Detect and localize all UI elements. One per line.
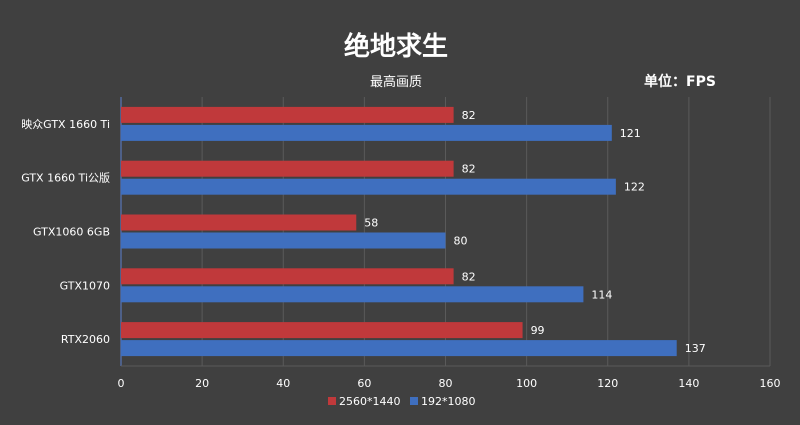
bar: [121, 340, 677, 357]
chart-subtitle: 最高画质: [370, 74, 422, 90]
legend-label: 2560*1440: [339, 395, 401, 408]
category-label: 映众GTX 1660 Ti: [21, 118, 110, 131]
bar: [121, 160, 454, 177]
bar: [121, 178, 616, 195]
bar: [121, 214, 357, 231]
x-tick-label: 60: [357, 377, 371, 390]
category-label: GTX 1660 Ti公版: [21, 171, 110, 185]
bar: [121, 322, 523, 339]
x-tick-label: 80: [439, 377, 453, 390]
x-tick-label: 0: [118, 377, 125, 390]
legend-swatch: [410, 397, 418, 405]
bar: [121, 232, 446, 249]
data-label: 82: [462, 270, 476, 283]
data-label: 58: [364, 217, 378, 230]
legend-swatch: [328, 397, 336, 405]
bar: [121, 286, 584, 303]
category-label: GTX1060 6GB: [33, 226, 110, 239]
data-label: 82: [462, 163, 476, 176]
legend-label: 192*1080: [421, 395, 476, 408]
data-label: 80: [454, 235, 468, 248]
data-label: 114: [591, 288, 612, 301]
bar: [121, 106, 454, 123]
unit-label: 单位：FPS: [644, 73, 716, 90]
data-label: 121: [620, 127, 641, 140]
data-label: 99: [531, 324, 545, 337]
x-tick-label: 160: [760, 377, 781, 390]
bar: [121, 124, 612, 141]
bar: [121, 268, 454, 285]
x-tick-label: 100: [516, 377, 537, 390]
data-label: 137: [685, 342, 706, 355]
category-label: GTX1070: [60, 279, 110, 292]
x-tick-label: 140: [678, 377, 699, 390]
data-label: 122: [624, 181, 645, 194]
chart-title: 绝地求生: [344, 31, 448, 62]
x-tick-label: 120: [597, 377, 618, 390]
category-label: RTX2060: [61, 333, 110, 346]
x-tick-label: 40: [276, 377, 290, 390]
x-tick-label: 20: [195, 377, 209, 390]
data-label: 82: [462, 109, 476, 122]
